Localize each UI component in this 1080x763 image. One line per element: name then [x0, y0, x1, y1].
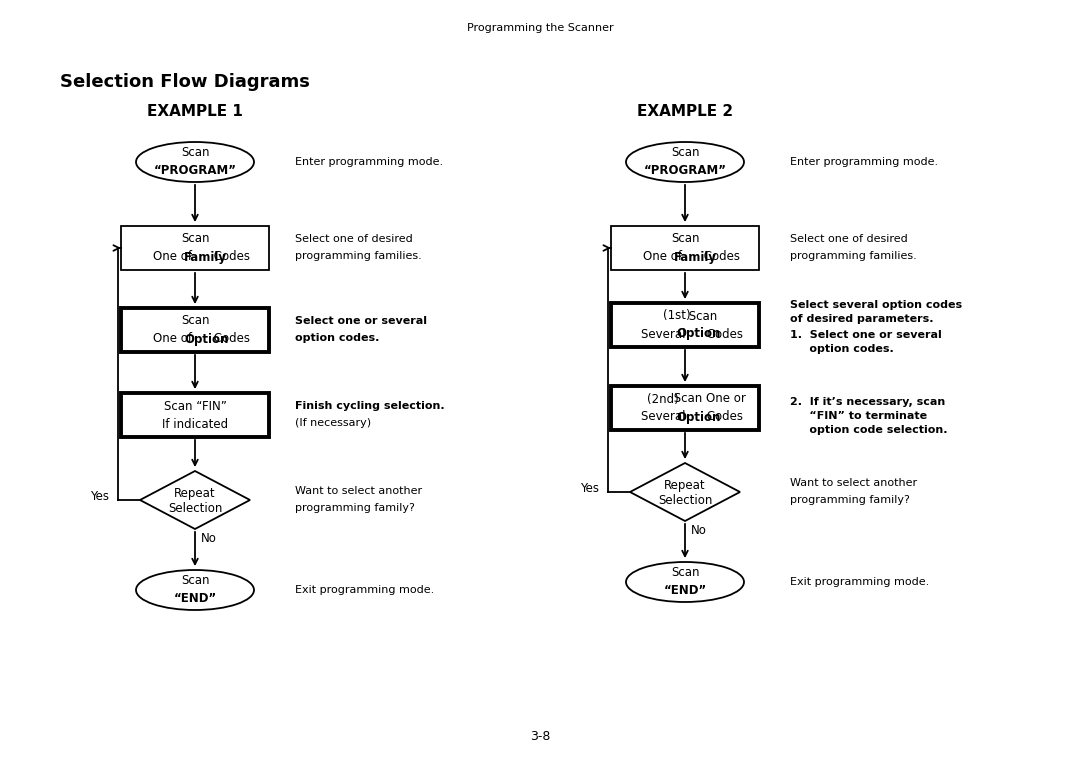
- Polygon shape: [630, 463, 740, 521]
- Text: Repeat: Repeat: [174, 487, 216, 500]
- Text: 2.  If it’s necessary, scan: 2. If it’s necessary, scan: [789, 397, 945, 407]
- Text: Scan: Scan: [180, 233, 210, 246]
- FancyBboxPatch shape: [611, 303, 759, 347]
- Text: programming families.: programming families.: [295, 251, 422, 261]
- FancyBboxPatch shape: [611, 386, 759, 430]
- Text: EXAMPLE 2: EXAMPLE 2: [637, 105, 733, 120]
- Text: One of: One of: [153, 333, 195, 346]
- Text: No: No: [691, 524, 707, 537]
- Text: “FIN” to terminate: “FIN” to terminate: [789, 411, 927, 421]
- Text: One of: One of: [153, 250, 195, 263]
- Text: Want to select another: Want to select another: [295, 486, 422, 496]
- Text: programming family?: programming family?: [295, 503, 415, 513]
- FancyBboxPatch shape: [121, 308, 269, 352]
- Text: Selection: Selection: [658, 494, 712, 507]
- Text: If indicated: If indicated: [162, 417, 228, 430]
- Text: Option: Option: [676, 410, 720, 423]
- Text: Several: Several: [640, 410, 689, 423]
- Text: option codes.: option codes.: [295, 333, 379, 343]
- Text: option code selection.: option code selection.: [789, 425, 947, 435]
- Text: Select one of desired: Select one of desired: [295, 234, 413, 244]
- Text: Repeat: Repeat: [664, 478, 706, 491]
- Text: Finish cycling selection.: Finish cycling selection.: [295, 401, 445, 411]
- Text: Select several option codes: Select several option codes: [789, 300, 962, 310]
- Text: (If necessary): (If necessary): [295, 418, 372, 428]
- Text: “END”: “END”: [174, 593, 217, 606]
- Text: Scan “FIN”: Scan “FIN”: [163, 400, 227, 413]
- Ellipse shape: [136, 570, 254, 610]
- Text: Codes: Codes: [701, 250, 741, 263]
- Text: Codes: Codes: [211, 333, 251, 346]
- Text: “PROGRAM”: “PROGRAM”: [153, 165, 237, 178]
- Text: (2nd): (2nd): [647, 392, 679, 405]
- Text: Yes: Yes: [581, 481, 599, 494]
- Text: Selection Flow Diagrams: Selection Flow Diagrams: [60, 73, 310, 91]
- Text: Exit programming mode.: Exit programming mode.: [295, 585, 434, 595]
- Text: Selection: Selection: [167, 503, 222, 516]
- Text: Select one of desired: Select one of desired: [789, 234, 908, 244]
- Text: 1.  Select one or several: 1. Select one or several: [789, 330, 942, 340]
- Text: Option: Option: [184, 333, 228, 346]
- FancyBboxPatch shape: [611, 226, 759, 270]
- Text: Scan: Scan: [180, 314, 210, 327]
- Ellipse shape: [136, 142, 254, 182]
- Text: “PROGRAM”: “PROGRAM”: [644, 165, 727, 178]
- Text: of desired parameters.: of desired parameters.: [789, 314, 933, 324]
- Text: One of: One of: [643, 250, 686, 263]
- Text: Enter programming mode.: Enter programming mode.: [295, 157, 443, 167]
- Text: Scan: Scan: [685, 310, 717, 323]
- Text: Scan: Scan: [671, 146, 699, 159]
- Text: Scan: Scan: [180, 146, 210, 159]
- Text: option codes.: option codes.: [789, 344, 894, 354]
- Polygon shape: [140, 471, 249, 529]
- Text: Codes: Codes: [703, 327, 743, 340]
- Text: Enter programming mode.: Enter programming mode.: [789, 157, 939, 167]
- FancyBboxPatch shape: [121, 226, 269, 270]
- Text: Scan: Scan: [180, 575, 210, 588]
- Text: EXAMPLE 1: EXAMPLE 1: [147, 105, 243, 120]
- Text: Scan: Scan: [671, 233, 699, 246]
- Ellipse shape: [626, 142, 744, 182]
- Text: 3-8: 3-8: [530, 729, 550, 742]
- Text: Family: Family: [184, 250, 227, 263]
- Text: No: No: [201, 533, 217, 546]
- Text: Exit programming mode.: Exit programming mode.: [789, 577, 929, 587]
- Text: Scan: Scan: [671, 566, 699, 580]
- Text: programming families.: programming families.: [789, 251, 917, 261]
- Text: Select one or several: Select one or several: [295, 316, 427, 326]
- Text: “END”: “END”: [663, 584, 706, 597]
- Text: Want to select another: Want to select another: [789, 478, 917, 488]
- Text: (1st): (1st): [663, 310, 690, 323]
- Ellipse shape: [626, 562, 744, 602]
- Text: Scan One or: Scan One or: [670, 392, 745, 405]
- Text: Several: Several: [640, 327, 689, 340]
- Text: Codes: Codes: [211, 250, 251, 263]
- FancyBboxPatch shape: [121, 393, 269, 437]
- Text: Family: Family: [674, 250, 717, 263]
- Text: programming family?: programming family?: [789, 495, 909, 505]
- Text: Yes: Yes: [91, 490, 109, 503]
- Text: Option: Option: [676, 327, 720, 340]
- Text: Programming the Scanner: Programming the Scanner: [467, 23, 613, 33]
- Text: Codes: Codes: [703, 410, 743, 423]
